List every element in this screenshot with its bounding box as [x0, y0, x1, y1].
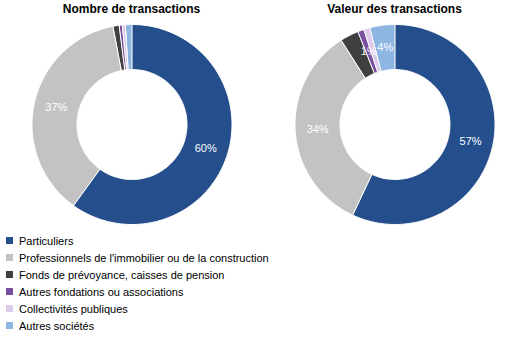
html-text:Valeur des transactions: Valeur des transactions: [327, 2, 462, 16]
svg-text:60%: 60%: [195, 142, 217, 154]
svg-text:37%: 37%: [45, 101, 67, 113]
svg-text:4%: 4%: [377, 41, 393, 53]
html-text:Autres sociétés: Autres sociétés: [19, 319, 95, 332]
html-text:Collectivités publiques: Collectivités publiques: [19, 302, 128, 315]
html-text:Nombre de transactions: Nombre de transactions: [62, 2, 201, 16]
html-text:Professionnels de l'immobilier: Professionnels de l'immobilier ou de la …: [19, 251, 269, 264]
html-text:Particuliers: Particuliers: [19, 234, 74, 247]
svg-text:1%: 1%: [361, 45, 377, 57]
html-text:Autres fondations ou associati: Autres fondations ou associations: [19, 285, 184, 298]
svg-text:57%: 57%: [460, 135, 482, 147]
html-text:Fonds de prévoyance, caisses d: Fonds de prévoyance, caisses de pension: [19, 268, 225, 281]
svg-text:34%: 34%: [307, 123, 329, 135]
